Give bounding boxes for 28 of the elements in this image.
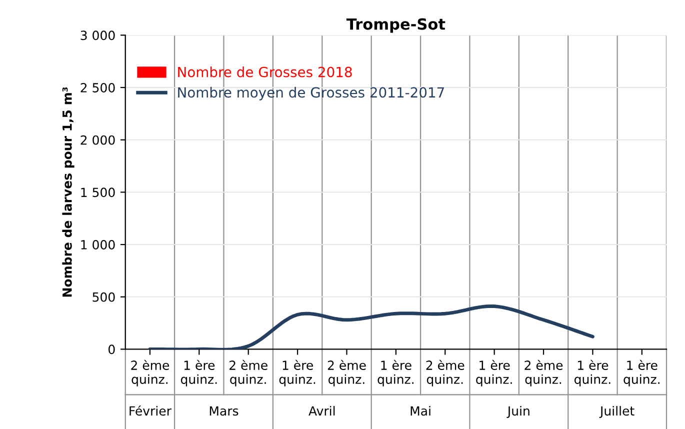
y-tick-label: 1 500 — [81, 188, 115, 198]
y-tick-label: 500 — [92, 292, 115, 302]
text: Juillet — [599, 406, 634, 418]
y-tick-label: 3 000 — [80, 30, 115, 40]
y-tick-label: 2 500 — [80, 82, 115, 92]
y-tick-label: 2 000 — [80, 135, 115, 145]
text: Juin — [506, 406, 530, 418]
chart-title: Trompe-Sot — [346, 18, 446, 33]
x-tick-label: 1 ère quinz. — [279, 360, 316, 386]
text: Avril — [308, 406, 335, 416]
x-tick-label: 1 ère quinz. — [180, 360, 217, 386]
legend-label: Nombre de Grosses 2018 — [178, 66, 352, 78]
x-tick-label: 1 ère quinz. — [476, 360, 512, 386]
x-tick-label: 2 ème quinz. — [230, 360, 268, 386]
text: Février — [130, 405, 172, 416]
x-tick-label: 2 ème quinz. — [524, 360, 563, 386]
x-tick-label: 1 ère quinz. — [624, 360, 660, 386]
x-tick-label: 2 ème quinz. — [131, 360, 170, 386]
y-axis-title: Nombre de larves pour 1,5 m³ — [62, 87, 74, 297]
x-tick-label: 1 ère quinz. — [574, 360, 610, 386]
text: Mai — [410, 406, 430, 416]
legend-label: Nombre moyen de Grosses 2011-2017 — [178, 86, 444, 100]
x-tick-label: 2 ème quinz. — [426, 360, 464, 386]
x-tick-label: 2 ème quinz. — [328, 360, 366, 386]
y-tick-label: 0 — [108, 344, 115, 354]
y-tick-label: 1 000 — [81, 240, 115, 250]
x-tick-label: 1 ère quinz. — [378, 360, 414, 386]
text: Mars — [210, 406, 238, 416]
